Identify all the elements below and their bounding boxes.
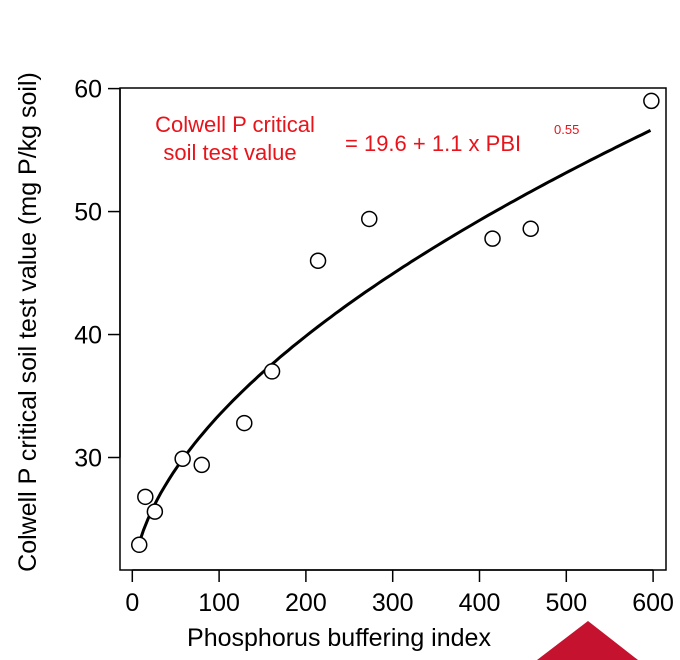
data-point: [146, 503, 164, 520]
x-tick-label: 100: [198, 589, 240, 617]
data-point: [643, 92, 660, 110]
x-tick-label: 400: [459, 589, 501, 617]
annotation-line1: Colwell P critical: [155, 112, 315, 137]
y-axis: 30 40 50 60: [74, 76, 121, 473]
x-tick-label: 0: [125, 589, 139, 617]
data-point: [361, 210, 378, 228]
data-point: [130, 536, 148, 554]
data-point: [484, 230, 501, 247]
annotation-exponent: 0.55: [554, 122, 579, 137]
data-point: [309, 252, 327, 270]
y-tick-label: 30: [74, 445, 102, 473]
x-axis: 0 100 200 300 400 500 600: [125, 569, 674, 617]
y-axis-label: Colwell P critical soil test value (mg P…: [14, 72, 42, 572]
y-tick-label: 40: [74, 322, 102, 350]
annotation-line2: soil test value: [163, 140, 296, 165]
data-point: [236, 414, 253, 432]
data-point: [263, 363, 281, 380]
data-point: [522, 220, 539, 238]
data-point: [137, 488, 154, 506]
data-point: [193, 456, 210, 474]
x-axis-label: Phosphorus buffering index: [187, 624, 491, 652]
annotation-equation: = 19.6 + 1.1 x PBI: [345, 131, 521, 156]
y-tick-label: 60: [74, 76, 102, 104]
corner-triangle-marker: [537, 621, 638, 660]
y-tick-label: 50: [74, 199, 102, 227]
x-tick-label: 300: [372, 589, 414, 617]
fit-curve: [137, 129, 652, 544]
x-tick-label: 500: [545, 589, 587, 617]
data-points: [130, 92, 660, 554]
data-point: [174, 450, 191, 467]
x-tick-label: 600: [632, 589, 674, 617]
x-tick-label: 200: [285, 589, 327, 617]
